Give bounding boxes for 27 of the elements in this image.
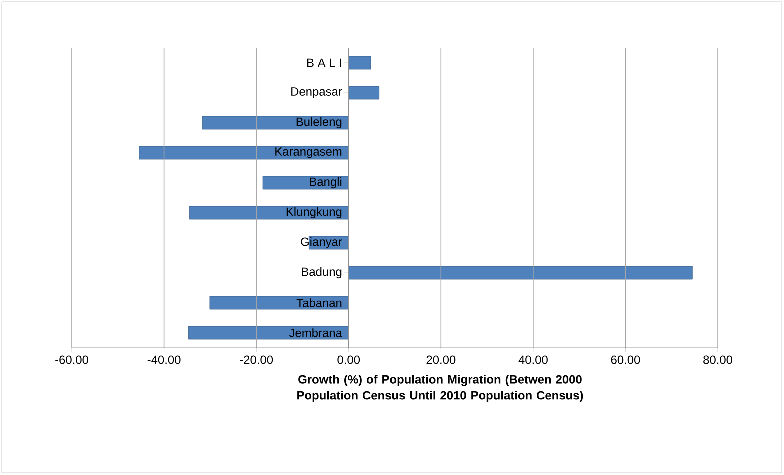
bar [348,86,380,100]
bar [202,116,350,130]
y-tick-label: Buleleng [296,117,342,129]
y-tick-label: Badung [302,267,342,279]
bar [348,266,693,280]
bar [348,56,372,70]
bar [262,176,350,190]
x-tick-label: -60.00 [56,356,88,364]
x-tick-label: 20.00 [426,356,456,364]
bar [139,146,350,160]
x-tick-label: -20.00 [240,356,274,364]
x-tick-label: 0.00 [338,356,360,364]
bar [189,206,350,220]
x-tick-label: 60.00 [611,356,640,364]
y-tick-label: Klungkung [286,207,342,219]
y-tick-label: B A L I [308,58,342,68]
y-tick-label: Jembrana [289,328,342,338]
bar [210,296,350,310]
x-tick-label: -40.00 [148,356,181,364]
x-axis-title: Growth (%) of Population Migration (Betwen 2000 Population Census Until 2010 Population Census) [298,375,584,402]
y-tick-label: Karangasem [276,148,342,158]
y-tick-label: Bangli [310,177,342,189]
bar [188,326,350,340]
x-tick-label: 80.00 [704,356,733,364]
y-tick-label: Denpasar [292,88,342,98]
x-tick-label: 40.00 [518,356,548,364]
y-tick-label: Tabanan [296,298,342,308]
